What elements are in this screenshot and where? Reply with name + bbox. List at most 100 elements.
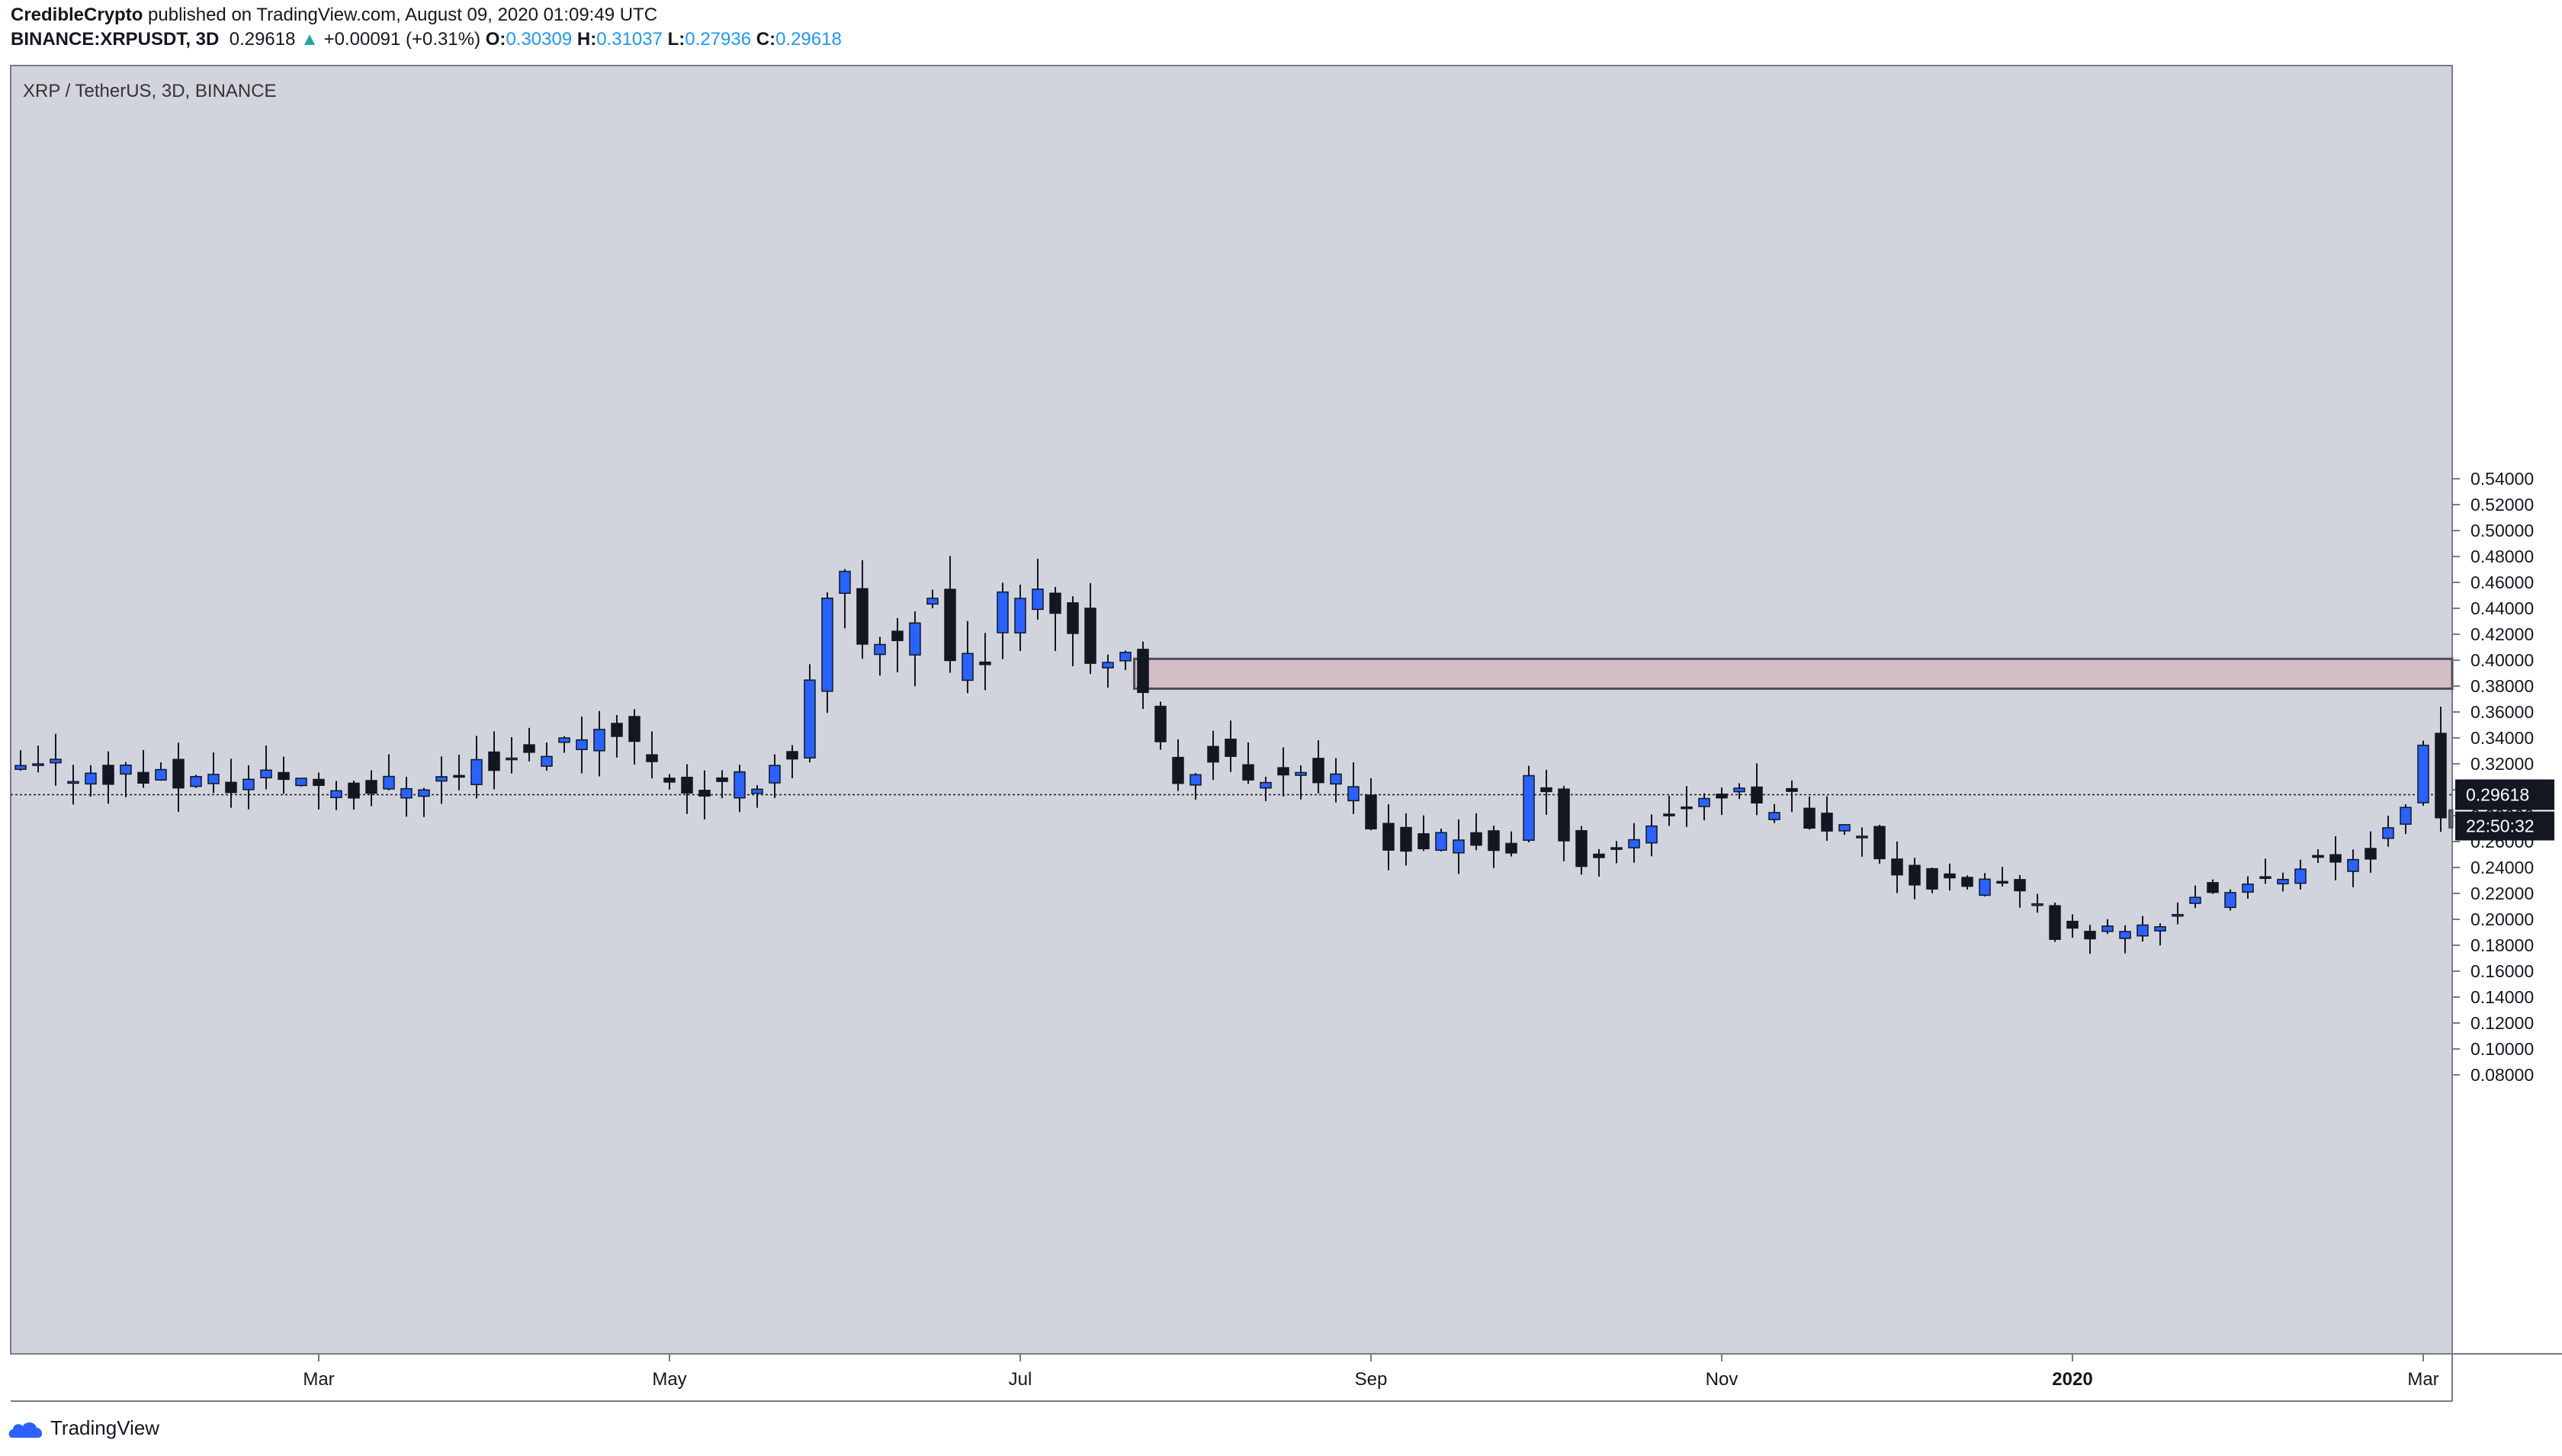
candle-up bbox=[50, 758, 62, 764]
candle-down bbox=[1049, 592, 1061, 614]
candle-down bbox=[2329, 854, 2342, 863]
candle-down bbox=[1873, 826, 1886, 860]
countdown-bg bbox=[2455, 811, 2554, 841]
candle-up bbox=[1838, 824, 1851, 832]
candle-down bbox=[1909, 864, 1921, 886]
candle-up bbox=[909, 622, 921, 656]
candle-up bbox=[295, 778, 307, 787]
y-tick-label: 0.46000 bbox=[2470, 572, 2534, 592]
candle-up bbox=[1768, 812, 1780, 820]
candle-down bbox=[172, 758, 185, 789]
candle-up bbox=[32, 763, 44, 766]
candle-up bbox=[120, 765, 132, 775]
candle-down bbox=[611, 723, 623, 737]
candle-up bbox=[2031, 903, 2043, 906]
chart-title: XRP / TetherUS, 3D, BINANCE bbox=[23, 81, 277, 101]
target-zone bbox=[1133, 657, 2454, 690]
candle-down bbox=[453, 775, 465, 778]
candle-up bbox=[576, 739, 588, 751]
candle-up bbox=[962, 653, 974, 681]
candle-up bbox=[1856, 835, 1868, 839]
publish-info: CredibleCrypto published on TradingView.… bbox=[11, 5, 657, 26]
candle-down bbox=[365, 780, 377, 794]
price-change: +0.00091 (+0.31%) bbox=[323, 29, 481, 50]
publisher-name[interactable]: CredibleCrypto bbox=[11, 5, 143, 25]
candle-down bbox=[786, 751, 798, 760]
candle-up bbox=[839, 570, 851, 595]
candle-up bbox=[804, 679, 816, 758]
candle-up bbox=[1347, 786, 1360, 802]
candle-up bbox=[1260, 781, 1272, 789]
footer: TradingView bbox=[8, 1416, 159, 1440]
y-tick-label: 0.52000 bbox=[2470, 495, 2534, 515]
y-tick-label: 0.42000 bbox=[2470, 624, 2534, 644]
candle-up bbox=[558, 737, 570, 743]
open-label: O: bbox=[485, 29, 506, 50]
candle-up bbox=[330, 790, 342, 798]
candle-up bbox=[2119, 931, 2131, 939]
candle-up bbox=[418, 789, 430, 797]
close-label: C: bbox=[756, 29, 776, 50]
candle-up bbox=[1014, 598, 1026, 633]
candle-up bbox=[751, 788, 763, 794]
candle-down bbox=[681, 776, 693, 794]
candle-down bbox=[2435, 733, 2447, 819]
candle-down bbox=[1172, 756, 1184, 784]
candle-up bbox=[593, 729, 605, 752]
candle-up bbox=[14, 765, 27, 770]
countdown: 22:50:32 bbox=[2466, 816, 2535, 835]
x-tick-label: Mar bbox=[2407, 1369, 2438, 1390]
candle-down bbox=[1084, 608, 1096, 664]
close-value: 0.29618 bbox=[775, 29, 842, 50]
candle-down bbox=[698, 790, 711, 797]
y-tick-label: 0.54000 bbox=[2470, 469, 2534, 489]
candle-up bbox=[1032, 588, 1044, 611]
candle-down bbox=[1207, 746, 1219, 763]
candle-up bbox=[1979, 878, 1991, 896]
publish-text: published on TradingView.com, August 09,… bbox=[148, 5, 658, 25]
candle-up bbox=[2224, 892, 2236, 909]
candle-up bbox=[2242, 884, 2254, 893]
candle-down bbox=[1926, 868, 1938, 890]
candle-up bbox=[155, 768, 167, 781]
candle-down bbox=[891, 630, 904, 642]
triangle-up-icon: ▲ bbox=[300, 29, 319, 50]
candle-down bbox=[1242, 764, 1254, 781]
candle-down bbox=[1663, 813, 1675, 816]
candle-down bbox=[2259, 876, 2271, 879]
tradingview-brand[interactable]: TradingView bbox=[50, 1416, 160, 1439]
candle-up bbox=[926, 598, 939, 605]
y-tick-label: 0.16000 bbox=[2470, 961, 2534, 981]
candle-down bbox=[1803, 807, 1816, 829]
x-tick-label: May bbox=[652, 1369, 686, 1390]
y-tick-label: 0.18000 bbox=[2470, 935, 2534, 955]
candle-down bbox=[2207, 882, 2219, 893]
candle-up bbox=[1119, 652, 1132, 662]
candle-down bbox=[1610, 847, 1623, 850]
candle-down bbox=[278, 771, 290, 781]
tradingview-cloud-icon bbox=[8, 1422, 43, 1438]
candle-down bbox=[1540, 787, 1552, 793]
candle-up bbox=[2101, 925, 2114, 932]
candle-down bbox=[646, 754, 658, 762]
candle-down bbox=[1417, 833, 1430, 850]
candle-down bbox=[1593, 853, 1605, 858]
candle-up bbox=[734, 771, 746, 799]
candle-up bbox=[2189, 896, 2201, 904]
y-tick-label: 0.36000 bbox=[2470, 702, 2534, 722]
high-value: 0.31037 bbox=[596, 29, 663, 50]
candle-down bbox=[488, 751, 500, 771]
candle-down bbox=[856, 588, 868, 645]
candle-up bbox=[1295, 771, 1307, 776]
candle-up bbox=[207, 774, 220, 784]
candle-up bbox=[2382, 827, 2394, 839]
candle-up bbox=[2294, 868, 2307, 884]
candle-up bbox=[1645, 825, 1658, 844]
candle-up bbox=[67, 781, 79, 784]
x-tick-label: Jul bbox=[1009, 1369, 1032, 1390]
candle-down bbox=[663, 778, 676, 783]
symbol-info: BINANCE:XRPUSDT, 3D 0.29618 ▲ +0.00091 (… bbox=[11, 29, 842, 50]
candle-down bbox=[1400, 826, 1412, 852]
price-tag: 0.29618 bbox=[2466, 784, 2529, 804]
